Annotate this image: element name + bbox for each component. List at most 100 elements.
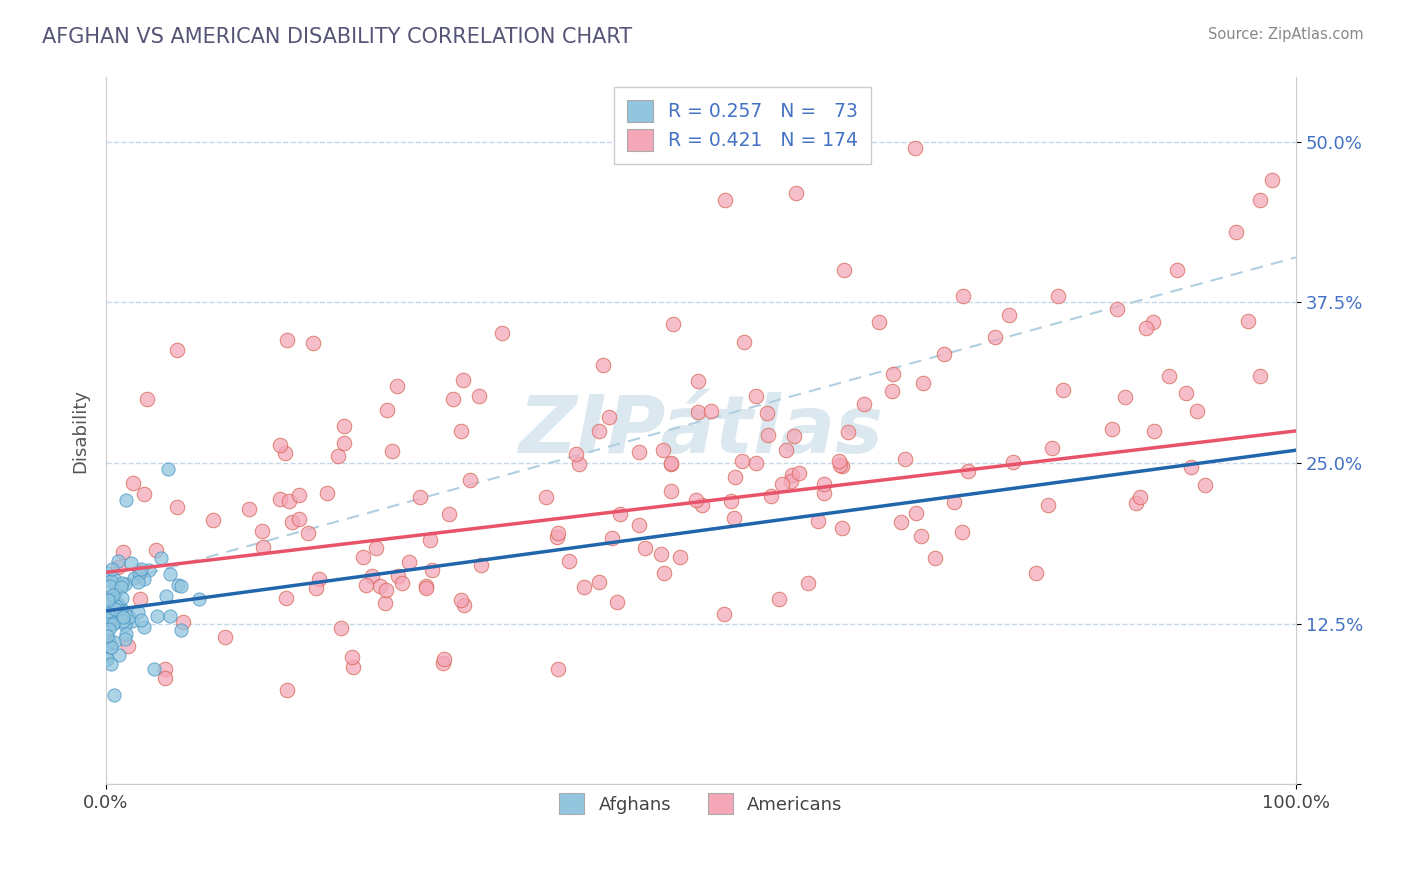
Point (96, 566, 118, 580)
Point (1129, 490, 1152, 504)
Point (547, 525, 569, 540)
Point (1114, 390, 1136, 404)
Point (1225, 225, 1247, 239)
Point (470, 558, 492, 572)
Point (1107, 301, 1129, 316)
Point (159, 566, 181, 581)
Point (831, 459, 853, 474)
Point (451, 373, 474, 387)
Point (398, 555, 420, 569)
Point (723, 511, 745, 525)
Point (1187, 404, 1209, 418)
Point (830, 458, 852, 473)
Point (433, 652, 456, 666)
Point (100, 657, 122, 671)
Point (744, 456, 766, 470)
Point (145, 543, 167, 558)
Point (111, 576, 134, 591)
Point (288, 511, 311, 525)
Point (166, 343, 188, 357)
Point (302, 335, 325, 350)
Point (187, 591, 209, 606)
Point (634, 541, 657, 556)
Point (450, 592, 472, 607)
Point (170, 579, 193, 593)
Point (101, 616, 124, 631)
Point (1174, 386, 1197, 401)
Point (1101, 422, 1123, 436)
Point (957, 464, 980, 478)
Point (650, 548, 672, 562)
Point (651, 442, 673, 457)
Point (166, 500, 188, 514)
Point (308, 573, 330, 587)
Point (1135, 321, 1157, 335)
Point (155, 589, 177, 603)
Point (565, 447, 588, 461)
Point (111, 615, 134, 629)
Point (768, 592, 790, 607)
Point (453, 598, 475, 612)
Point (96, 629, 118, 643)
Point (391, 576, 413, 591)
Point (1052, 383, 1074, 397)
Point (720, 494, 742, 508)
Point (415, 581, 437, 595)
Point (745, 389, 768, 403)
Point (103, 615, 125, 630)
Point (807, 514, 830, 528)
Y-axis label: Disability: Disability (72, 389, 89, 473)
Point (364, 541, 387, 556)
Point (924, 550, 946, 565)
Point (609, 507, 631, 521)
Point (1001, 455, 1024, 469)
Point (96, 638, 118, 652)
Point (890, 515, 912, 529)
Point (387, 379, 409, 393)
Point (118, 610, 141, 624)
Point (277, 494, 299, 508)
Point (128, 566, 150, 580)
Point (129, 613, 152, 627)
Point (1125, 496, 1147, 510)
Point (103, 592, 125, 607)
Point (713, 607, 735, 621)
Point (1040, 441, 1063, 455)
Point (127, 605, 149, 619)
Point (491, 326, 513, 340)
Point (129, 562, 152, 576)
Point (770, 477, 793, 491)
Point (96, 610, 118, 624)
Point (932, 347, 955, 361)
Point (853, 397, 876, 411)
Point (155, 662, 177, 676)
Point (104, 583, 127, 598)
Point (368, 579, 391, 593)
Point (342, 660, 364, 674)
Point (628, 517, 651, 532)
Point (546, 530, 568, 544)
Point (659, 456, 682, 470)
Point (288, 488, 311, 502)
Point (668, 549, 690, 564)
Point (100, 640, 122, 655)
Point (1261, 173, 1284, 187)
Point (984, 330, 1007, 344)
Point (122, 571, 145, 585)
Point (128, 566, 150, 580)
Point (101, 562, 124, 576)
Point (661, 484, 683, 499)
Point (281, 516, 304, 530)
Point (904, 141, 927, 155)
Point (882, 367, 904, 381)
Point (724, 469, 747, 483)
Point (662, 317, 685, 331)
Point (1194, 478, 1216, 492)
Point (813, 486, 835, 500)
Point (831, 521, 853, 535)
Text: ZIPátlas: ZIPátlas (519, 392, 883, 470)
Point (374, 596, 396, 610)
Point (159, 609, 181, 624)
Point (108, 648, 131, 662)
Point (149, 551, 172, 566)
